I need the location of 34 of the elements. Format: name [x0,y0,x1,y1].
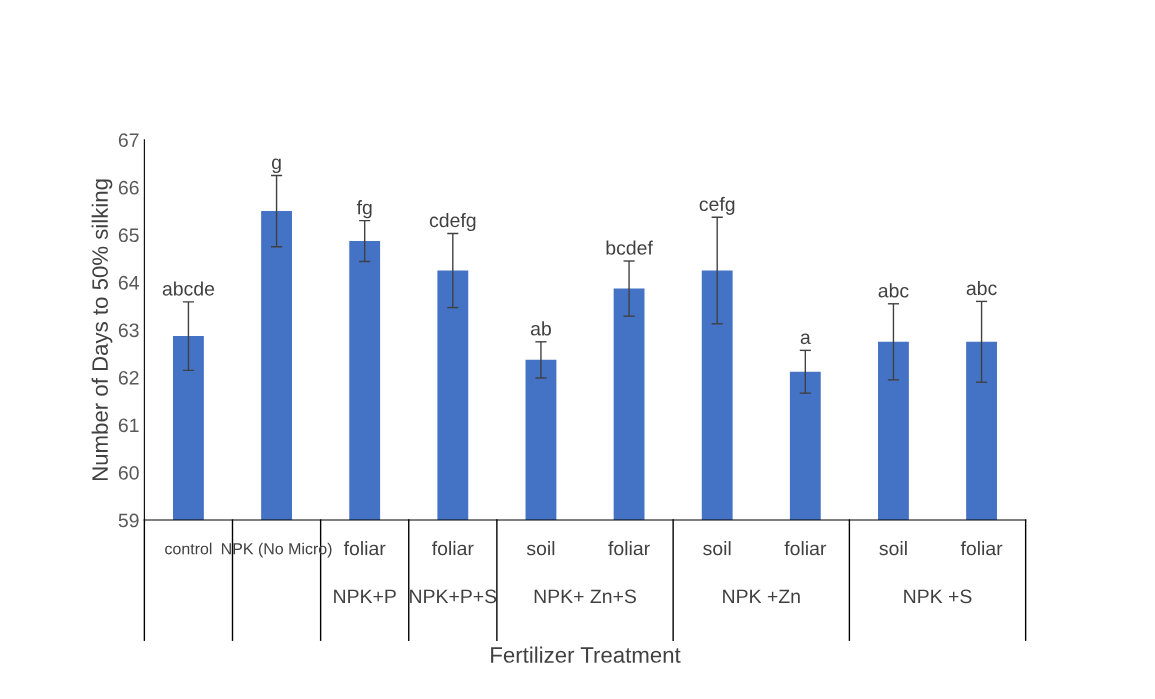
data-label: abc [966,280,997,296]
data-label: ab [530,321,551,336]
data-label: g [271,158,281,174]
y-tick-label: 59 [118,513,139,528]
text: NPK+ Zn+S [534,589,636,604]
x-tick-label: foliar [432,541,474,556]
text: NPK +Zn [723,589,800,604]
data-label: abc [878,283,909,298]
x-tick-label: foliar [784,541,827,556]
x-tick-label: foliar [960,541,1003,556]
y-tick-label: 66 [118,180,139,195]
x-tick-label: soil [526,541,555,556]
x-axis-title: Fertilizer Treatment [491,646,681,663]
y-tick-label: 64 [118,275,139,290]
data-label: cdefg [429,212,476,232]
x-tick-label: control [165,542,212,555]
y-tick-label: 61 [118,418,139,433]
data-label: bcdef [606,240,653,255]
y-tick-label: 60 [118,465,139,480]
text: NPK +S [904,589,972,604]
y-tick-label: 62 [118,370,139,385]
data-label: a [800,333,811,345]
x-tick-label: foliar [608,541,650,556]
y-axis-title: Number of Days to 50% silking [91,179,113,481]
y-tick-label: 65 [118,228,139,243]
y-tick-label: 63 [118,323,139,338]
text: NPK+P [334,589,396,604]
x-tick-label: soil [879,541,907,556]
x-tick-label: foliar [343,541,386,556]
x-tick-label: soil [703,541,731,556]
data-label: abcde [162,281,215,296]
data-label: cefg [699,196,735,215]
y-tick-label: 67 [118,133,139,148]
data-label: fg [356,200,372,219]
